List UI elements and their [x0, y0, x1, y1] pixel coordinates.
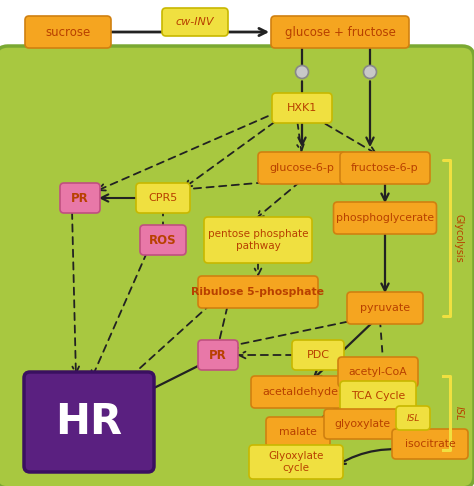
- Text: ISL: ISL: [454, 406, 464, 420]
- FancyBboxPatch shape: [249, 445, 343, 479]
- FancyBboxPatch shape: [140, 225, 186, 255]
- FancyBboxPatch shape: [266, 417, 330, 447]
- Text: fructose-6-p: fructose-6-p: [351, 163, 419, 173]
- Text: acetaldehyde: acetaldehyde: [262, 387, 338, 397]
- Text: HR: HR: [55, 401, 123, 443]
- Text: sucrose: sucrose: [46, 25, 91, 38]
- FancyBboxPatch shape: [60, 183, 100, 213]
- Text: pyruvate: pyruvate: [360, 303, 410, 313]
- Text: ROS: ROS: [149, 233, 177, 246]
- FancyBboxPatch shape: [347, 292, 423, 324]
- Text: Glycolysis: Glycolysis: [454, 214, 464, 262]
- FancyBboxPatch shape: [24, 372, 154, 472]
- Text: TCA Cycle: TCA Cycle: [351, 391, 405, 401]
- Text: glucose + fructose: glucose + fructose: [284, 25, 395, 38]
- FancyBboxPatch shape: [340, 152, 430, 184]
- Text: CPR5: CPR5: [148, 193, 178, 203]
- FancyBboxPatch shape: [136, 183, 190, 213]
- FancyBboxPatch shape: [271, 16, 409, 48]
- FancyBboxPatch shape: [396, 406, 430, 430]
- Text: PR: PR: [209, 348, 227, 362]
- Circle shape: [364, 66, 376, 79]
- Text: isocitrate: isocitrate: [405, 439, 456, 449]
- Text: PDC: PDC: [307, 350, 329, 360]
- FancyBboxPatch shape: [272, 93, 332, 123]
- Text: pentose phosphate
pathway: pentose phosphate pathway: [208, 229, 308, 251]
- FancyBboxPatch shape: [334, 202, 437, 234]
- Text: Glyoxylate
cycle: Glyoxylate cycle: [268, 451, 324, 473]
- FancyBboxPatch shape: [258, 152, 346, 184]
- FancyBboxPatch shape: [392, 429, 468, 459]
- Text: phosphoglycerate: phosphoglycerate: [336, 213, 434, 223]
- FancyBboxPatch shape: [162, 8, 228, 36]
- Text: HXK1: HXK1: [287, 103, 317, 113]
- FancyBboxPatch shape: [338, 357, 418, 387]
- Text: glyoxylate: glyoxylate: [334, 419, 390, 429]
- Circle shape: [295, 66, 309, 79]
- FancyBboxPatch shape: [251, 376, 349, 408]
- FancyBboxPatch shape: [198, 276, 318, 308]
- Text: acetyl-CoA: acetyl-CoA: [348, 367, 407, 377]
- Text: cw-INV: cw-INV: [176, 17, 214, 27]
- Text: ISL: ISL: [406, 414, 419, 422]
- FancyBboxPatch shape: [25, 16, 111, 48]
- FancyBboxPatch shape: [292, 340, 344, 370]
- Text: glucose-6-p: glucose-6-p: [270, 163, 335, 173]
- Text: PR: PR: [71, 191, 89, 205]
- FancyBboxPatch shape: [198, 340, 238, 370]
- FancyBboxPatch shape: [340, 381, 416, 411]
- FancyBboxPatch shape: [0, 46, 474, 486]
- FancyBboxPatch shape: [324, 409, 400, 439]
- Text: malate: malate: [279, 427, 317, 437]
- FancyBboxPatch shape: [204, 217, 312, 263]
- Text: Ribulose 5-phosphate: Ribulose 5-phosphate: [191, 287, 325, 297]
